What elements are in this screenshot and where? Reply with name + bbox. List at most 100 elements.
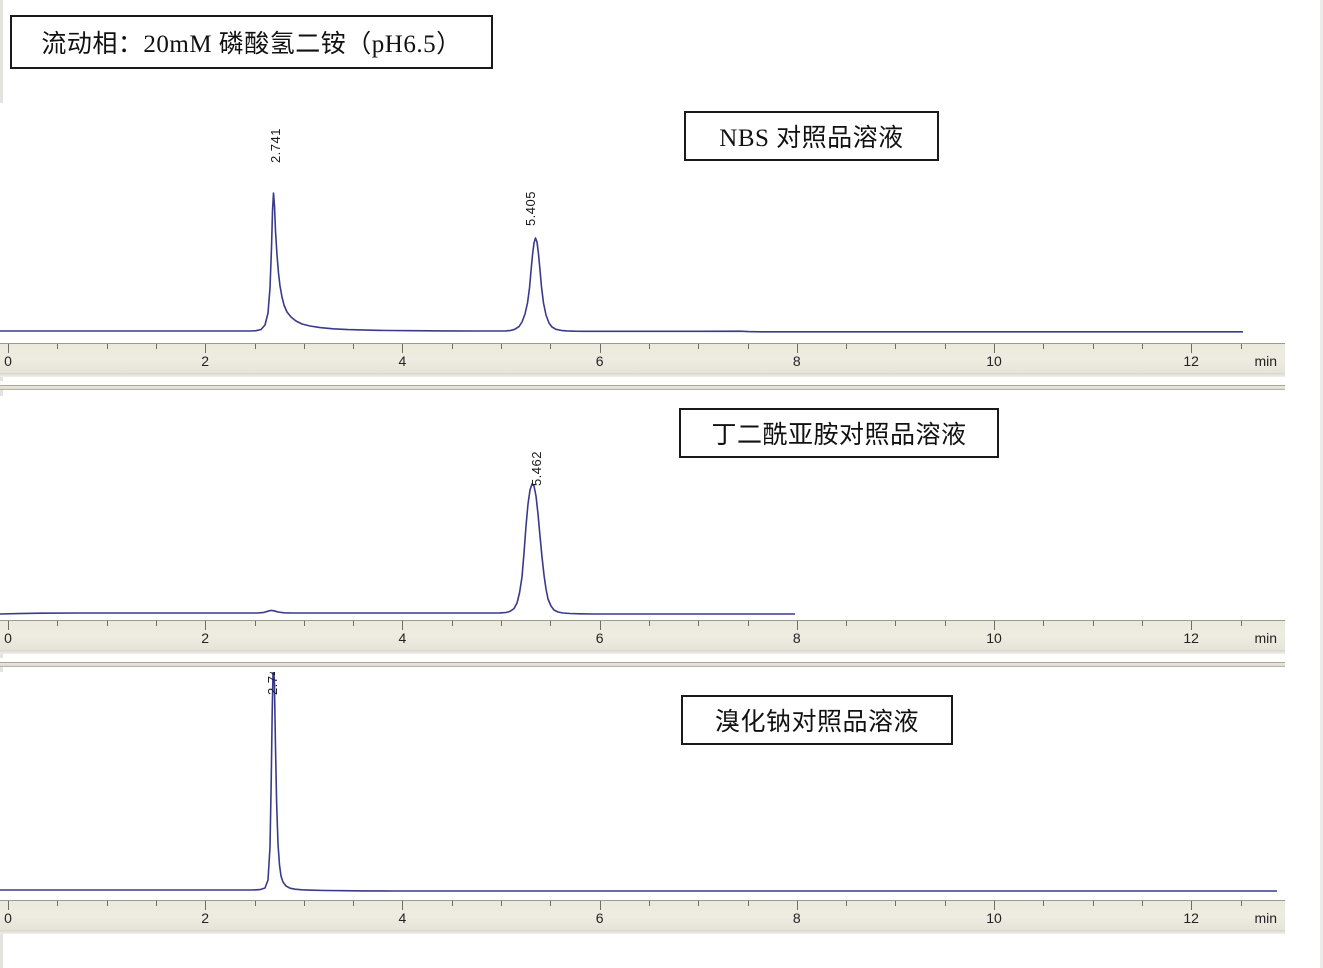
sample-label-box-nbs: NBS 对照品溶液: [684, 111, 939, 161]
trace-succinimide: [0, 483, 795, 615]
plot-area-sodium-bromide: 溴化钠对照品溶液 2.744: [0, 672, 1285, 900]
trace-sodium-bromide: [0, 672, 1277, 892]
axis-tick-label: 2: [201, 630, 210, 646]
axis-tick-minor: [698, 621, 700, 626]
axis-tick-minor: [106, 344, 108, 349]
peak-label-2-744: 2.744: [265, 672, 280, 696]
axis-tick-label: 10: [986, 910, 1002, 926]
sample-label-box-sodium-bromide: 溴化钠对照品溶液: [681, 695, 953, 745]
axis-tick-minor: [1043, 621, 1045, 626]
axis-tick-minor: [895, 901, 897, 906]
axis-tick-minor: [648, 621, 650, 626]
axis-tick-major: [205, 344, 207, 353]
axis-tick-minor: [1141, 621, 1143, 626]
axis-tick-minor: [944, 344, 946, 349]
axis-tick-minor: [353, 344, 355, 349]
axis-tick-minor: [57, 901, 59, 906]
axis-tick-minor: [648, 344, 650, 349]
axis-tick-label: 10: [986, 353, 1002, 369]
axis-tick-minor: [155, 901, 157, 906]
axis-tick-label: 4: [398, 630, 407, 646]
axis-tick-minor: [944, 901, 946, 906]
axis-tick-minor: [747, 901, 749, 906]
chromatogram-panel-nbs: NBS 对照品溶液 2.741 5.405 0 2 4 6 8 10 12 min: [0, 103, 1285, 377]
axis-tick-major: [599, 901, 601, 910]
axis-tick-label: 0: [4, 910, 12, 926]
axis-tick-major: [402, 344, 404, 353]
axis-tick-label: 4: [398, 910, 407, 926]
axis-tick-minor: [1141, 901, 1143, 906]
plot-area-nbs: NBS 对照品溶液 2.741 5.405: [0, 103, 1285, 343]
axis-tick-label: 4: [398, 353, 407, 369]
axis-tick-minor: [846, 621, 848, 626]
axis-tick-minor: [501, 901, 502, 906]
axis-tick-label: 12: [1183, 910, 1199, 926]
axis-tick-minor: [353, 901, 355, 906]
axis-unit-label: min: [1254, 630, 1277, 646]
panel-separator-2: [0, 658, 1285, 670]
peak-label-5-462: 5.462: [529, 451, 544, 487]
axis-tick-minor: [57, 621, 59, 626]
axis-tick-minor: [451, 901, 453, 906]
axis-tick-major: [402, 901, 404, 910]
axis-tick-minor: [846, 344, 848, 349]
axis-tick-minor: [550, 621, 552, 626]
axis-tick-major: [599, 344, 601, 353]
plot-area-succinimide: 丁二酰亚胺对照品溶液 5.462: [0, 396, 1285, 620]
axis-tick-minor: [303, 901, 305, 906]
axis-tick-major: [1191, 344, 1193, 353]
axis-tick-minor: [303, 621, 305, 626]
axis-tick-label: 0: [4, 630, 12, 646]
mobile-phase-caption-text: 流动相：20mM 磷酸氢二铵（pH6.5）: [41, 31, 462, 58]
sample-label-succinimide: 丁二酰亚胺对照品溶液: [711, 422, 967, 449]
axis-tick-minor: [747, 344, 749, 349]
axis-tick-minor: [57, 344, 59, 349]
mobile-phase-caption-box: 流动相：20mM 磷酸氢二铵（pH6.5）: [10, 15, 493, 69]
axis-tick-minor: [155, 621, 157, 626]
trace-nbs: [0, 192, 1243, 333]
axis-tick-minor: [155, 344, 157, 349]
axis-tick-major: [994, 621, 995, 630]
axis-tick-label: 8: [792, 630, 801, 646]
axis-tick-minor: [698, 901, 700, 906]
axis-tick-label: 2: [201, 910, 210, 926]
axis-tick-minor: [254, 621, 256, 626]
axis-tick-major: [796, 621, 798, 630]
axis-tick-minor: [1141, 344, 1143, 349]
axis-tick-label: 0: [4, 353, 12, 369]
axis-tick-minor: [451, 344, 453, 349]
axis-tick-label: 12: [1183, 630, 1199, 646]
axis-shadow-nbs: [0, 373, 1285, 377]
axis-tick-minor: [895, 344, 897, 349]
axis-tick-minor: [353, 621, 355, 626]
axis-tick-major: [205, 901, 207, 910]
axis-tick-minor: [895, 621, 897, 626]
axis-tick-minor: [1240, 344, 1242, 349]
axis-tick-major: [994, 344, 995, 353]
axis-tick-label: 6: [595, 910, 604, 926]
axis-shadow-sodium-bromide: [0, 930, 1285, 934]
axis-tick-minor: [501, 621, 502, 626]
axis-tick-major: [1191, 901, 1193, 910]
axis-tick-minor: [1092, 344, 1094, 349]
axis-tick-major: [599, 621, 601, 630]
time-axis-sodium-bromide: 0 2 4 6 8 10 12 min: [0, 900, 1285, 930]
axis-tick-label: 2: [201, 353, 210, 369]
axis-tick-minor: [254, 344, 256, 349]
sample-label-sodium-bromide: 溴化钠对照品溶液: [714, 709, 919, 736]
axis-tick-minor: [550, 344, 552, 349]
time-axis-nbs: 0 2 4 6 8 10 12 min: [0, 343, 1285, 373]
axis-unit-label: min: [1254, 910, 1277, 926]
axis-tick-major: [402, 621, 404, 630]
axis-tick-label: 6: [595, 630, 604, 646]
axis-tick-label: 8: [792, 353, 801, 369]
axis-tick-major: [796, 344, 798, 353]
axis-tick-minor: [303, 344, 305, 349]
axis-tick-minor: [1043, 344, 1045, 349]
axis-unit-label: min: [1254, 353, 1277, 369]
sample-label-nbs: NBS 对照品溶液: [719, 125, 904, 152]
axis-tick-label: 10: [986, 630, 1002, 646]
axis-tick-minor: [747, 621, 749, 626]
axis-tick-minor: [698, 344, 700, 349]
axis-tick-label: 12: [1183, 353, 1199, 369]
